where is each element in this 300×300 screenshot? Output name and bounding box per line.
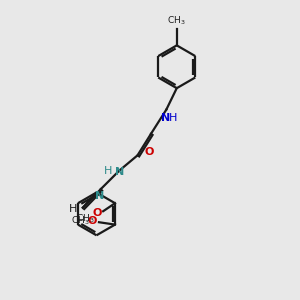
- Text: H: H: [104, 167, 112, 176]
- Text: N: N: [115, 167, 124, 177]
- Text: CH$_3$: CH$_3$: [76, 212, 94, 225]
- Text: O: O: [144, 147, 154, 157]
- Text: H: H: [169, 113, 177, 123]
- Text: CH$_3$: CH$_3$: [167, 14, 186, 27]
- Text: CH$_3$: CH$_3$: [71, 215, 90, 227]
- Text: N: N: [160, 113, 170, 123]
- Text: N: N: [95, 191, 104, 201]
- Text: H: H: [69, 204, 77, 214]
- Text: O: O: [92, 208, 102, 218]
- Text: O: O: [88, 216, 97, 226]
